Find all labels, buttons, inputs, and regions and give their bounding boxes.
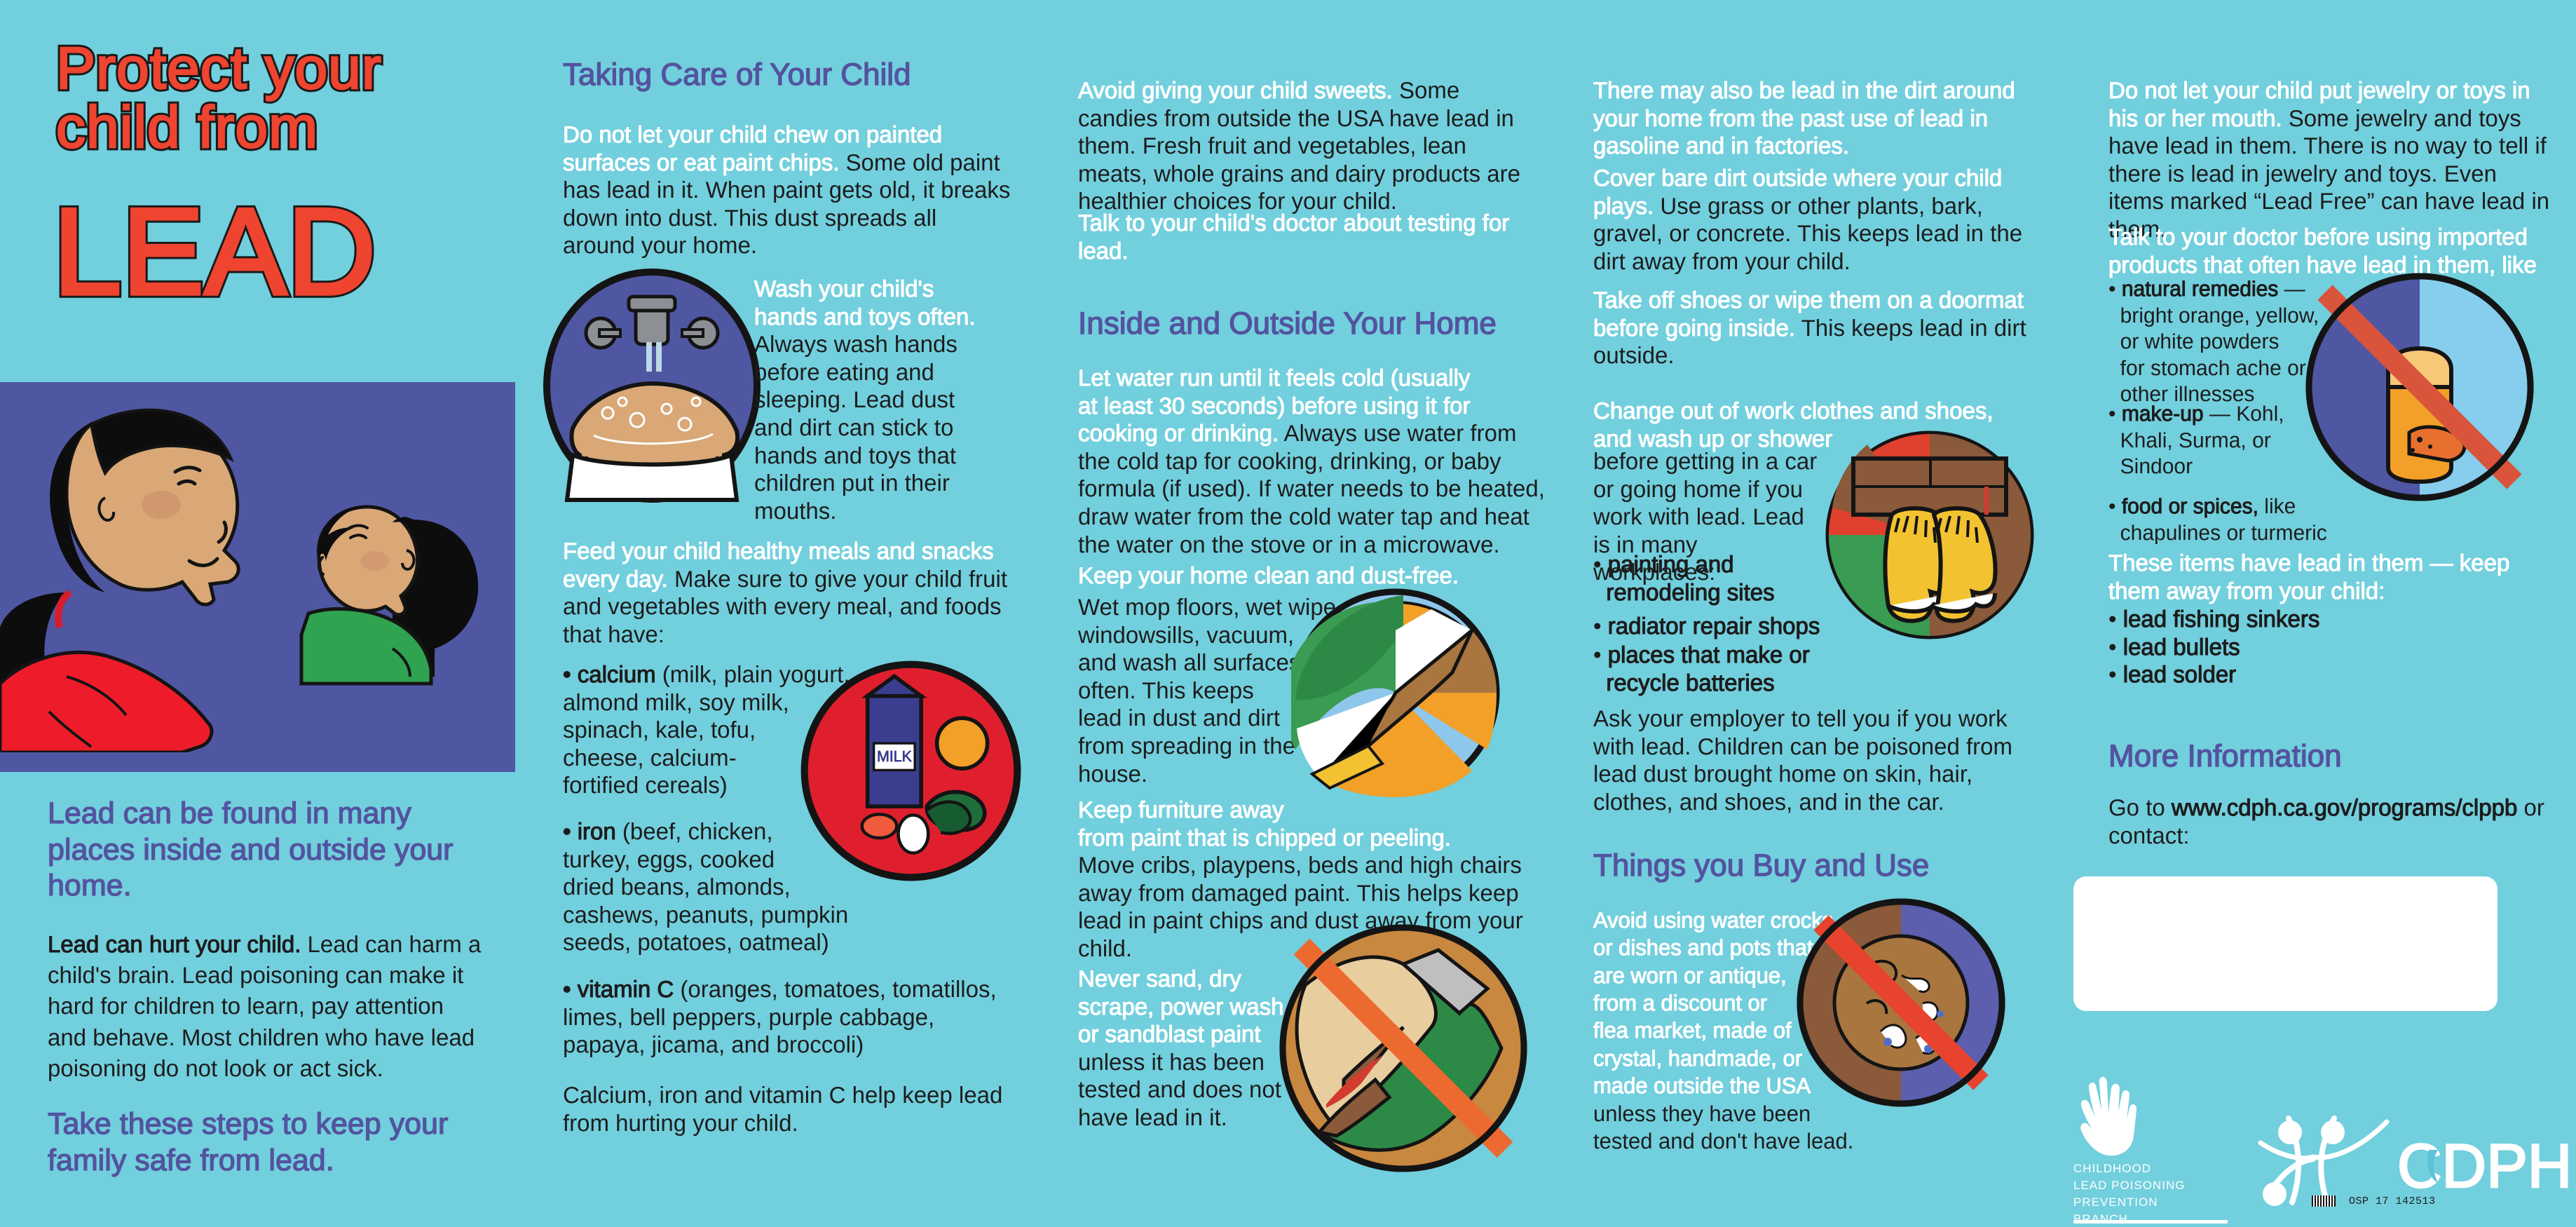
svg-text:MILK: MILK	[877, 748, 913, 765]
svg-text:CDPH: CDPH	[2397, 1131, 2572, 1200]
